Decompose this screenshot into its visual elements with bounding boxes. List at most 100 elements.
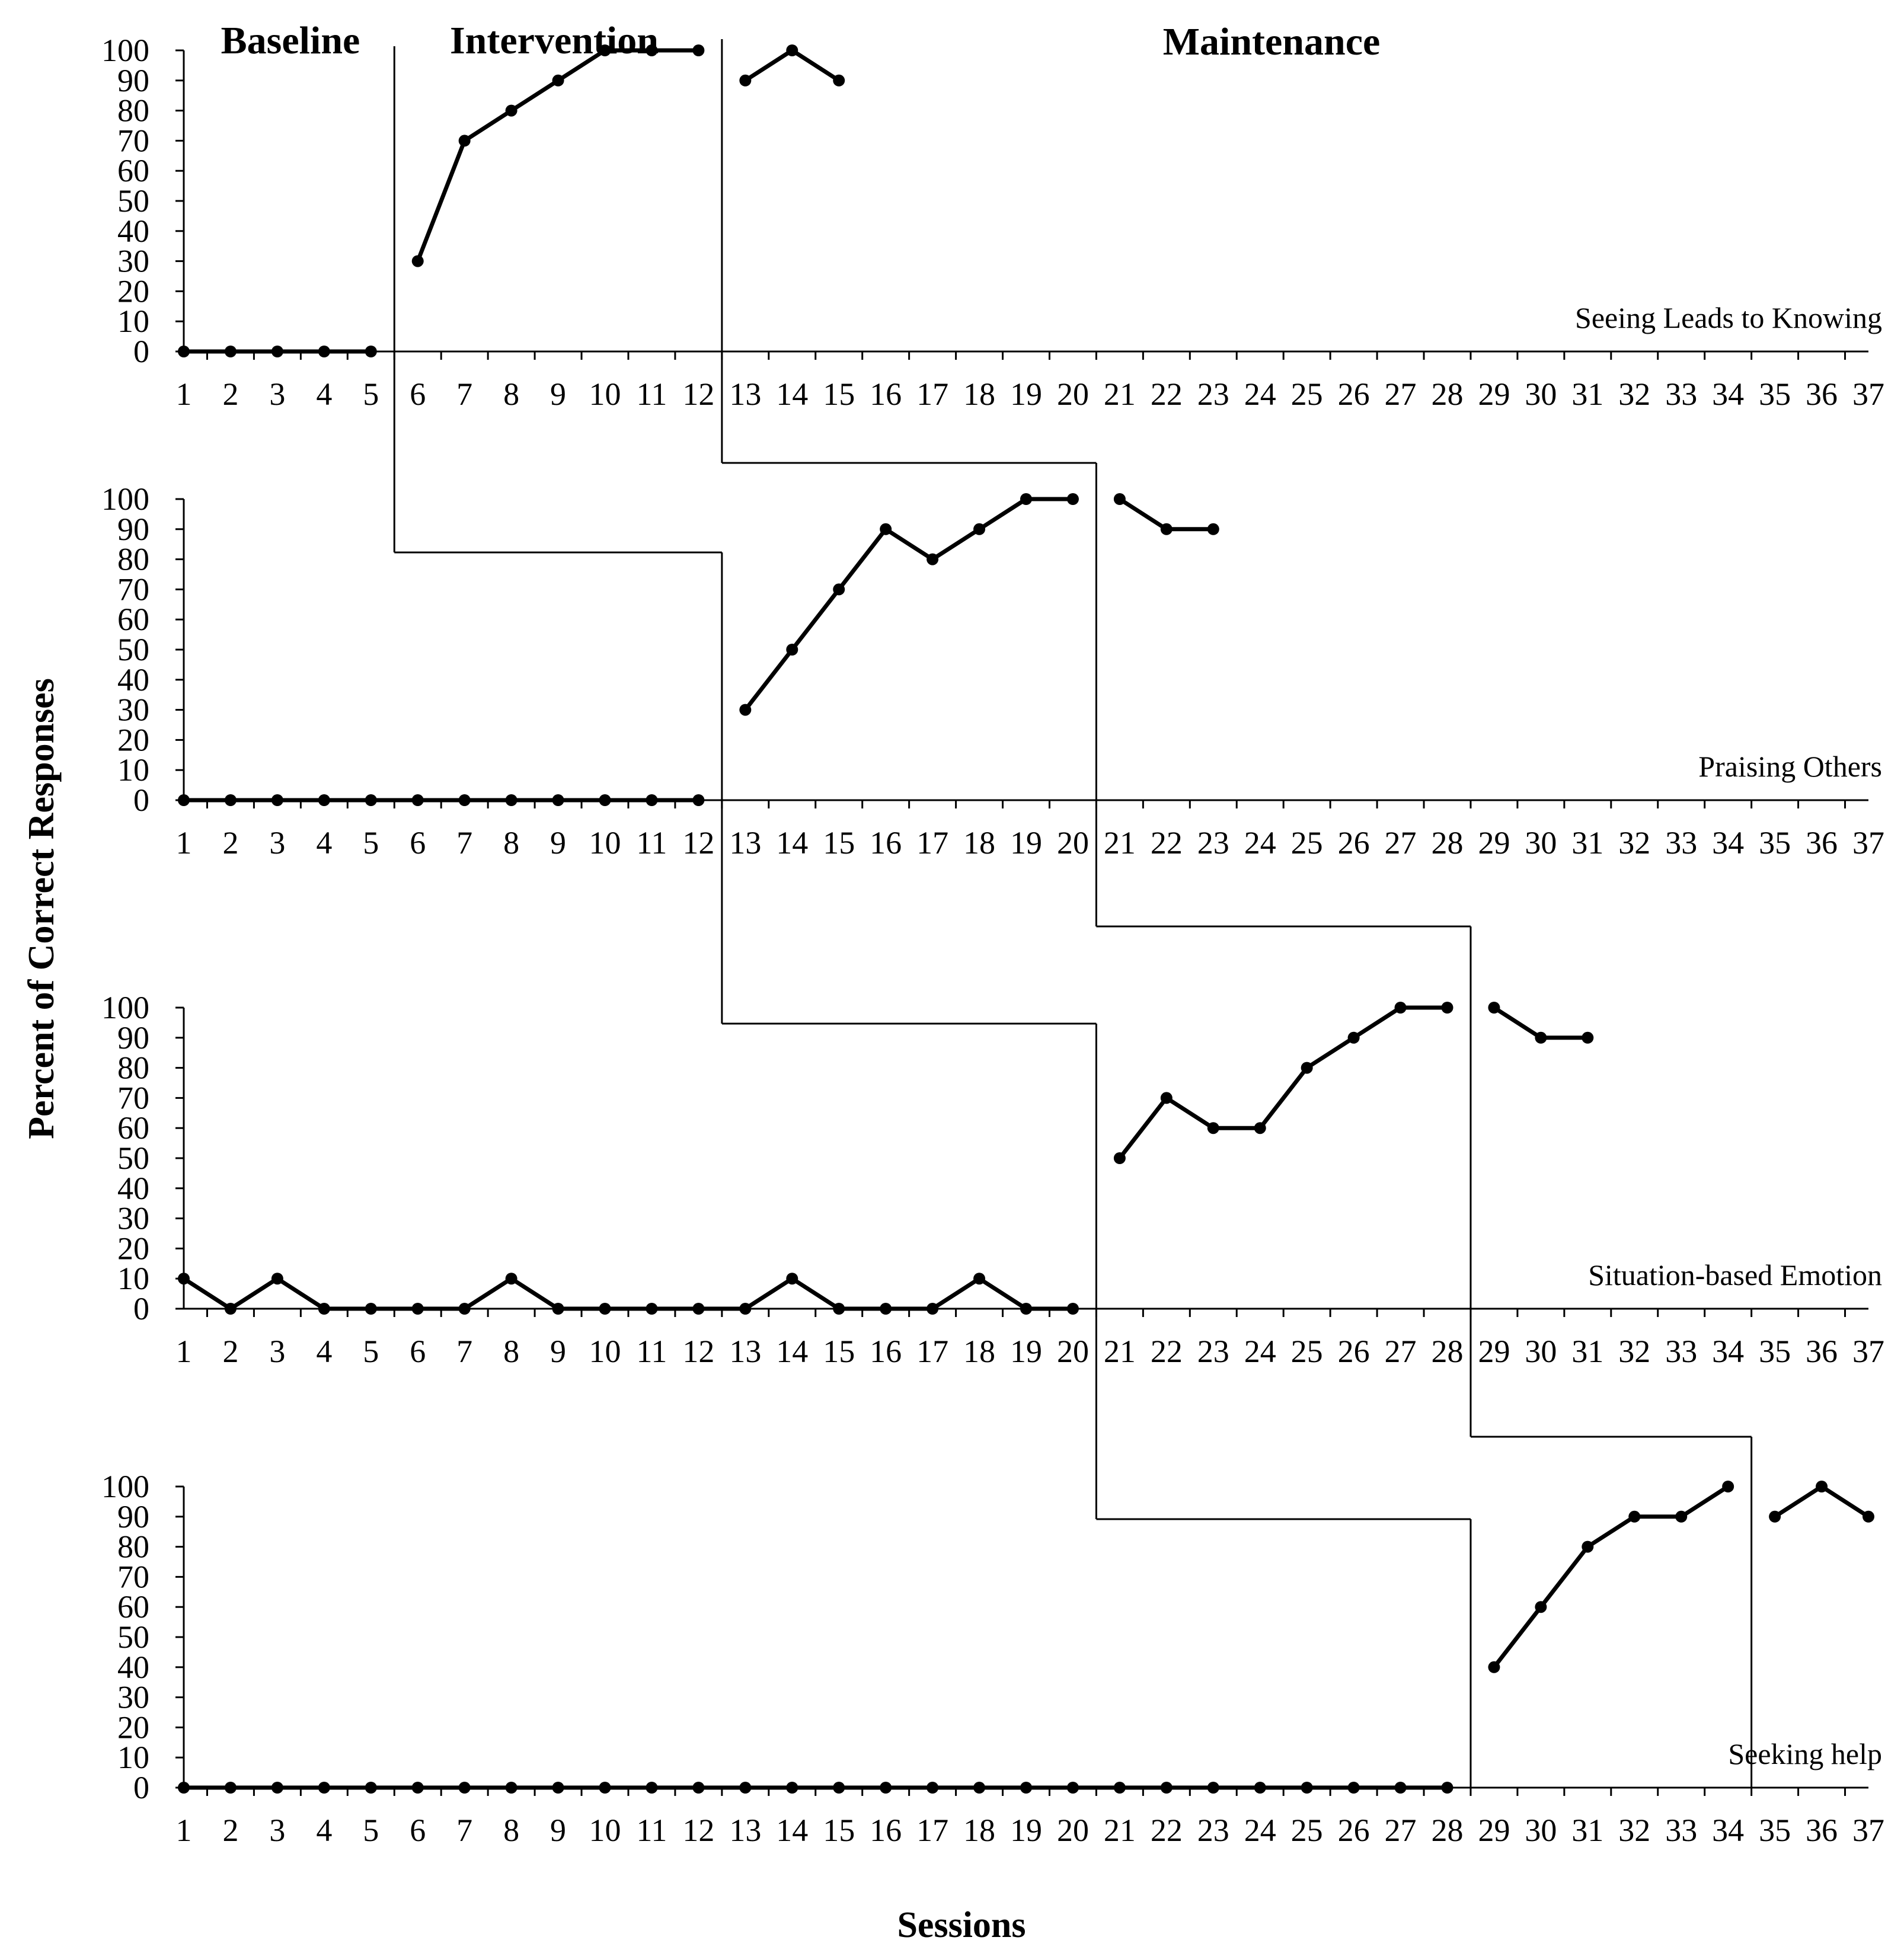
x-tick-label: 11 <box>636 1813 667 1848</box>
y-tick-label: 40 <box>117 213 149 249</box>
x-tick-label: 14 <box>776 1813 808 1848</box>
phase-labels: Baseline Intervention Maintenance <box>221 19 1381 63</box>
y-tick-label: 60 <box>117 1589 149 1625</box>
y-tick-label: 0 <box>133 782 149 818</box>
y-tick-label: 10 <box>117 752 149 788</box>
data-point-baseline <box>318 794 330 806</box>
x-tick-label: 19 <box>1010 1334 1042 1369</box>
data-point-intervention <box>1628 1510 1641 1523</box>
y-tick-label: 70 <box>117 571 149 607</box>
x-tick-label: 37 <box>1852 1334 1884 1369</box>
y-tick-label: 90 <box>117 1020 149 1056</box>
data-point-intervention <box>833 583 845 596</box>
x-tick-label: 2 <box>222 1813 238 1848</box>
y-tick-label: 50 <box>117 183 149 219</box>
y-tick-label: 10 <box>117 1261 149 1296</box>
data-point-intervention <box>1675 1510 1688 1523</box>
data-point-baseline <box>271 1782 283 1794</box>
x-tick-label: 3 <box>269 376 285 412</box>
data-point-intervention <box>411 255 424 267</box>
data-point-baseline <box>224 1782 237 1794</box>
x-tick-label: 28 <box>1432 825 1464 861</box>
data-point-intervention <box>1113 1152 1126 1164</box>
data-point-baseline <box>1347 1782 1360 1794</box>
data-point-baseline <box>1441 1782 1453 1794</box>
data-point-intervention <box>1441 1002 1453 1014</box>
x-tick-label: 6 <box>410 825 426 861</box>
x-tick-label: 3 <box>269 1334 285 1369</box>
data-point-maintenance <box>1207 523 1219 535</box>
x-tick-label: 25 <box>1291 1813 1323 1848</box>
data-point-baseline <box>692 794 705 806</box>
x-tick-label: 8 <box>503 1334 519 1369</box>
x-tick-label: 4 <box>316 1334 332 1369</box>
x-tick-label: 8 <box>503 1813 519 1848</box>
panel-label: Praising Others <box>1698 750 1882 783</box>
data-point-intervention <box>927 553 939 565</box>
x-tick-label: 22 <box>1151 825 1183 861</box>
x-tick-label: 30 <box>1525 376 1557 412</box>
x-tick-label: 4 <box>316 825 332 861</box>
data-point-baseline <box>271 346 283 357</box>
x-tick-label: 15 <box>823 1813 855 1848</box>
data-point-baseline <box>1207 1782 1219 1794</box>
x-tick-label: 17 <box>916 376 948 412</box>
data-point-intervention <box>1394 1002 1407 1014</box>
x-tick-label: 33 <box>1665 1334 1697 1369</box>
x-tick-label: 4 <box>316 376 332 412</box>
x-tick-label: 29 <box>1478 1334 1510 1369</box>
data-point-baseline <box>599 794 611 806</box>
phase-label-maintenance: Maintenance <box>1163 20 1381 63</box>
x-tick-label: 28 <box>1432 1334 1464 1369</box>
panel-label: Seeing Leads to Knowing <box>1575 301 1882 334</box>
x-tick-label: 26 <box>1338 1813 1370 1848</box>
y-tick-label: 20 <box>117 273 149 309</box>
x-tick-label: 13 <box>729 1813 761 1848</box>
x-tick-label: 18 <box>963 825 995 861</box>
data-point-baseline <box>271 794 283 806</box>
data-point-baseline <box>224 1303 237 1315</box>
data-point-baseline <box>458 794 471 806</box>
data-point-intervention <box>973 523 986 535</box>
data-point-maintenance <box>1769 1510 1781 1523</box>
data-point-baseline <box>973 1782 986 1794</box>
x-tick-label: 17 <box>916 1334 948 1369</box>
x-tick-label: 2 <box>222 1334 238 1369</box>
data-point-baseline <box>833 1303 845 1315</box>
x-tick-label: 26 <box>1338 825 1370 861</box>
data-point-baseline <box>505 1273 517 1285</box>
data-point-baseline <box>927 1303 939 1315</box>
data-point-baseline <box>739 1782 752 1794</box>
x-tick-label: 14 <box>776 376 808 412</box>
x-tick-label: 32 <box>1618 1334 1650 1369</box>
data-point-baseline <box>833 1782 845 1794</box>
x-tick-label: 35 <box>1759 376 1791 412</box>
x-tick-label: 32 <box>1618 825 1650 861</box>
data-point-intervention <box>1254 1122 1266 1134</box>
data-point-baseline <box>1113 1782 1126 1794</box>
x-tick-label: 20 <box>1057 825 1089 861</box>
y-tick-label: 0 <box>133 1770 149 1805</box>
x-tick-label: 30 <box>1525 1334 1557 1369</box>
x-tick-label: 3 <box>269 825 285 861</box>
data-point-intervention <box>458 135 471 147</box>
x-tick-label: 29 <box>1478 825 1510 861</box>
y-tick-label: 50 <box>117 1619 149 1655</box>
data-point-baseline <box>552 1782 564 1794</box>
x-tick-label: 31 <box>1571 1813 1603 1848</box>
y-tick-label: 70 <box>117 1559 149 1594</box>
x-tick-label: 5 <box>363 825 379 861</box>
phase-change-connectors <box>393 39 1753 1788</box>
x-tick-label: 16 <box>870 825 902 861</box>
y-tick-label: 30 <box>117 1680 149 1715</box>
x-tick-label: 6 <box>410 1813 426 1848</box>
x-tick-label: 10 <box>589 376 621 412</box>
x-axis-title: Sessions <box>897 1905 1026 1945</box>
x-tick-label: 22 <box>1151 376 1183 412</box>
x-tick-label: 23 <box>1197 825 1229 861</box>
x-tick-label: 23 <box>1197 1334 1229 1369</box>
x-tick-label: 18 <box>963 376 995 412</box>
y-tick-label: 50 <box>117 632 149 667</box>
